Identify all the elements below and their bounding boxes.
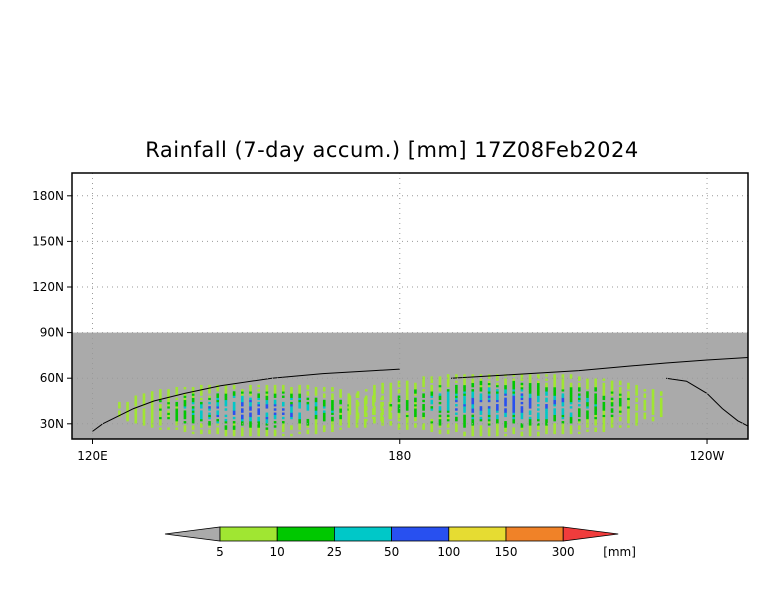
coastline: [666, 377, 748, 427]
map-title: Rainfall (7-day accum.) [mm] 17Z08Feb202…: [145, 138, 639, 162]
coastline: [92, 368, 400, 432]
lon-tick-label: 120E: [77, 449, 108, 463]
colorbar-low-triangle: [164, 526, 221, 542]
colorbar-segment: [333, 526, 392, 542]
colorbar-unit: [mm]: [603, 545, 636, 559]
colorbar-high-triangle: [562, 526, 619, 542]
colorbar-label: 50: [384, 545, 399, 559]
lon-tick-label: 120W: [690, 449, 725, 463]
lat-tick-label: 120N: [32, 280, 64, 294]
colorbar-label: 300: [552, 545, 575, 559]
colorbar-label: 5: [216, 545, 224, 559]
colorbar-segment: [391, 526, 450, 542]
colorbar-label: 10: [270, 545, 285, 559]
lon-tick-label: 180: [388, 449, 411, 463]
colorbar-segment: [219, 526, 278, 542]
coastline: [450, 357, 748, 379]
lat-tick-label: 180N: [32, 189, 64, 203]
rain-region: [348, 374, 663, 437]
colorbar-label: 150: [495, 545, 518, 559]
plot-frame: [71, 172, 749, 440]
lat-tick-label: 150N: [32, 234, 64, 248]
lat-tick-label: 90N: [40, 326, 64, 340]
lat-tick-label: 60N: [40, 371, 64, 385]
colorbar-label: 100: [437, 545, 460, 559]
lat-tick-label: 30N: [40, 417, 64, 431]
data-background: [72, 332, 748, 439]
colorbar-segment: [505, 526, 564, 542]
colorbar-segment: [276, 526, 335, 542]
rain-region: [118, 384, 392, 437]
colorbar-segment: [448, 526, 507, 542]
colorbar-label: 25: [327, 545, 342, 559]
